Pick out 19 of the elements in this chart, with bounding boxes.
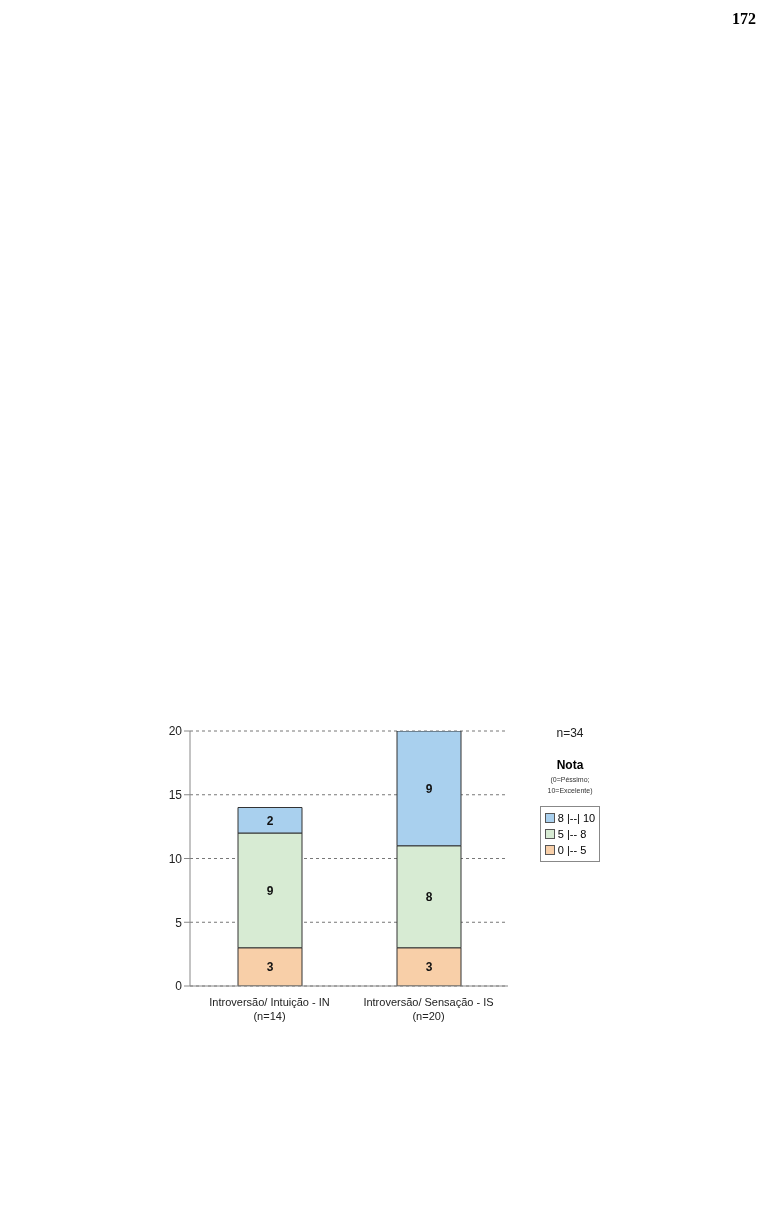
x-tick-label: Introversão/ Sensação - IS (n=20) <box>363 996 494 1022</box>
text: n=34 <box>555 726 585 740</box>
y-tick-label: 0 <box>175 979 183 994</box>
data-label: 8 <box>425 890 433 905</box>
text: 172 <box>732 10 756 28</box>
data-label: 3 <box>425 960 433 975</box>
legend-title: Nota <box>555 758 585 772</box>
y-tick-label: 15 <box>168 788 183 803</box>
legend-label: 8 |--| 10 <box>557 812 596 824</box>
y-tick-label: 5 <box>175 915 183 930</box>
data-label: 9 <box>266 883 274 898</box>
legend-label: 5 |-- 8 <box>557 828 587 840</box>
x-tick-label: Introversão/ Intuição - IN (n=14) <box>209 996 330 1022</box>
y-tick-label: 20 <box>168 724 183 739</box>
y-tick-label: 10 <box>168 851 183 866</box>
data-label: 3 <box>266 960 274 975</box>
data-label: 2 <box>266 813 274 828</box>
data-label: 9 <box>425 781 433 796</box>
legend-label: 0 |-- 5 <box>557 844 587 856</box>
